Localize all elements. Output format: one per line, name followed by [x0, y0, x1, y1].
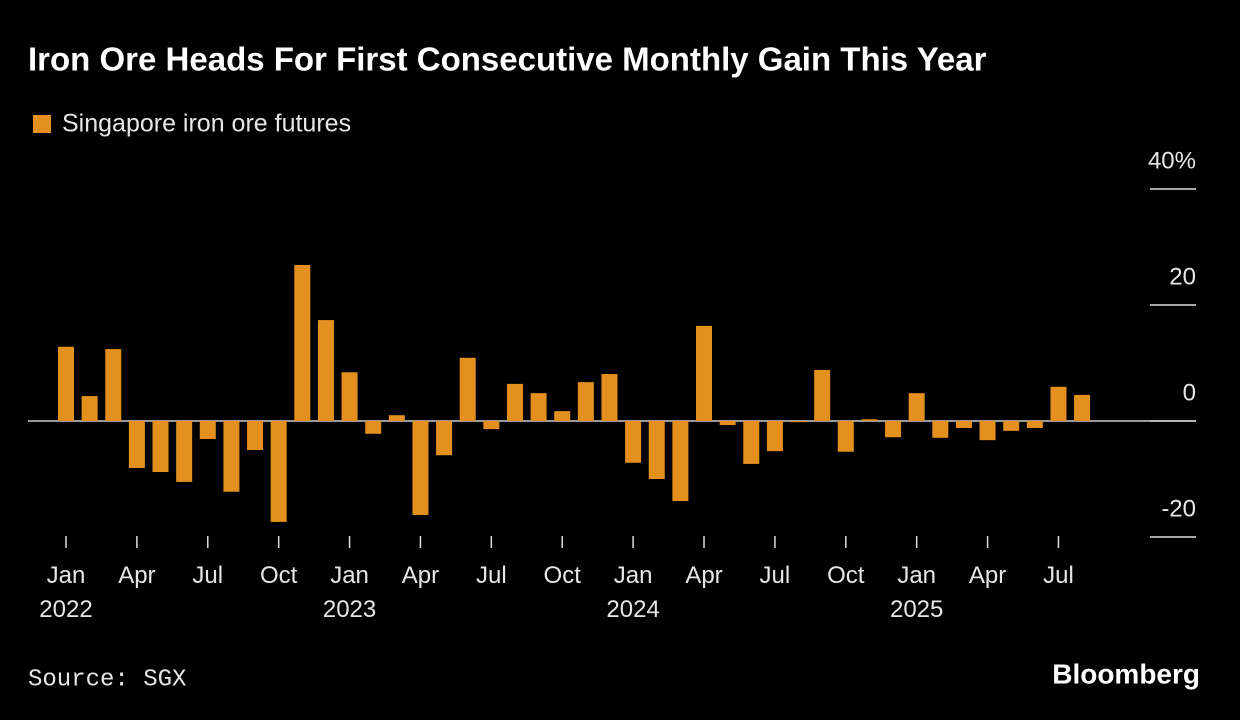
bar	[483, 421, 500, 430]
y-tick-label: -20	[1161, 495, 1196, 522]
bar	[885, 421, 902, 438]
bar	[837, 421, 854, 452]
y-tick-label: 0	[1183, 379, 1196, 406]
x-tick-label: Jul	[760, 562, 791, 589]
bar	[861, 419, 878, 421]
bar	[696, 325, 713, 421]
bar	[58, 346, 74, 421]
bar	[412, 421, 429, 515]
bar	[577, 382, 594, 421]
x-tick-label: Jan 2022	[39, 562, 92, 623]
bar	[790, 421, 807, 423]
bar	[932, 421, 949, 438]
bar	[270, 421, 287, 522]
bar	[530, 393, 547, 421]
x-tick-label: Apr	[118, 562, 155, 589]
source: Source: SGX	[28, 666, 186, 693]
bar	[365, 421, 382, 434]
x-tick-label: Oct	[544, 562, 582, 589]
y-tick-label: 20	[1169, 263, 1196, 290]
bar	[1003, 421, 1020, 431]
bar	[459, 357, 476, 421]
bar	[105, 349, 122, 421]
x-tick-label: Jan 2023	[323, 562, 376, 623]
bar	[719, 421, 736, 426]
brand: Bloomberg	[1052, 658, 1200, 689]
x-tick-label: Oct	[827, 562, 865, 589]
bar	[176, 421, 193, 482]
x-tick-label: Jan 2025	[890, 562, 943, 623]
x-tick-label: Apr	[402, 562, 439, 589]
x-tick-label: Apr	[685, 562, 722, 589]
bar	[814, 369, 831, 421]
bar	[341, 372, 358, 421]
bar	[908, 393, 925, 421]
bar	[199, 421, 216, 439]
bar	[294, 264, 311, 421]
bar	[672, 421, 689, 502]
bar	[625, 421, 642, 463]
bar	[388, 415, 405, 421]
bar	[979, 421, 996, 441]
bar	[743, 421, 760, 464]
bar	[648, 421, 665, 479]
x-tick-label: Oct	[260, 562, 298, 589]
bar	[223, 421, 240, 492]
bar	[955, 421, 972, 428]
chart-title: Iron Ore Heads For First Consecutive Mon…	[28, 41, 987, 78]
legend-label: Singapore iron ore futures	[62, 110, 351, 138]
legend-swatch	[33, 115, 51, 133]
bar	[766, 421, 783, 452]
bar	[436, 421, 453, 456]
y-tick-label: 40%	[1148, 147, 1196, 174]
bar	[128, 421, 145, 468]
bar	[506, 383, 523, 421]
bar	[81, 396, 98, 421]
x-tick-label: Jan 2024	[606, 562, 659, 623]
bar	[1074, 394, 1091, 421]
bar	[554, 411, 571, 421]
x-tick-label: Jul	[192, 562, 223, 589]
bar	[1026, 421, 1043, 428]
bar	[1050, 386, 1067, 421]
x-tick-label: Jul	[476, 562, 507, 589]
bar	[247, 421, 264, 450]
bar	[601, 374, 618, 421]
bar	[152, 421, 169, 473]
x-tick-label: Apr	[969, 562, 1006, 589]
bar	[317, 320, 334, 421]
x-tick-label: Jul	[1043, 562, 1074, 589]
